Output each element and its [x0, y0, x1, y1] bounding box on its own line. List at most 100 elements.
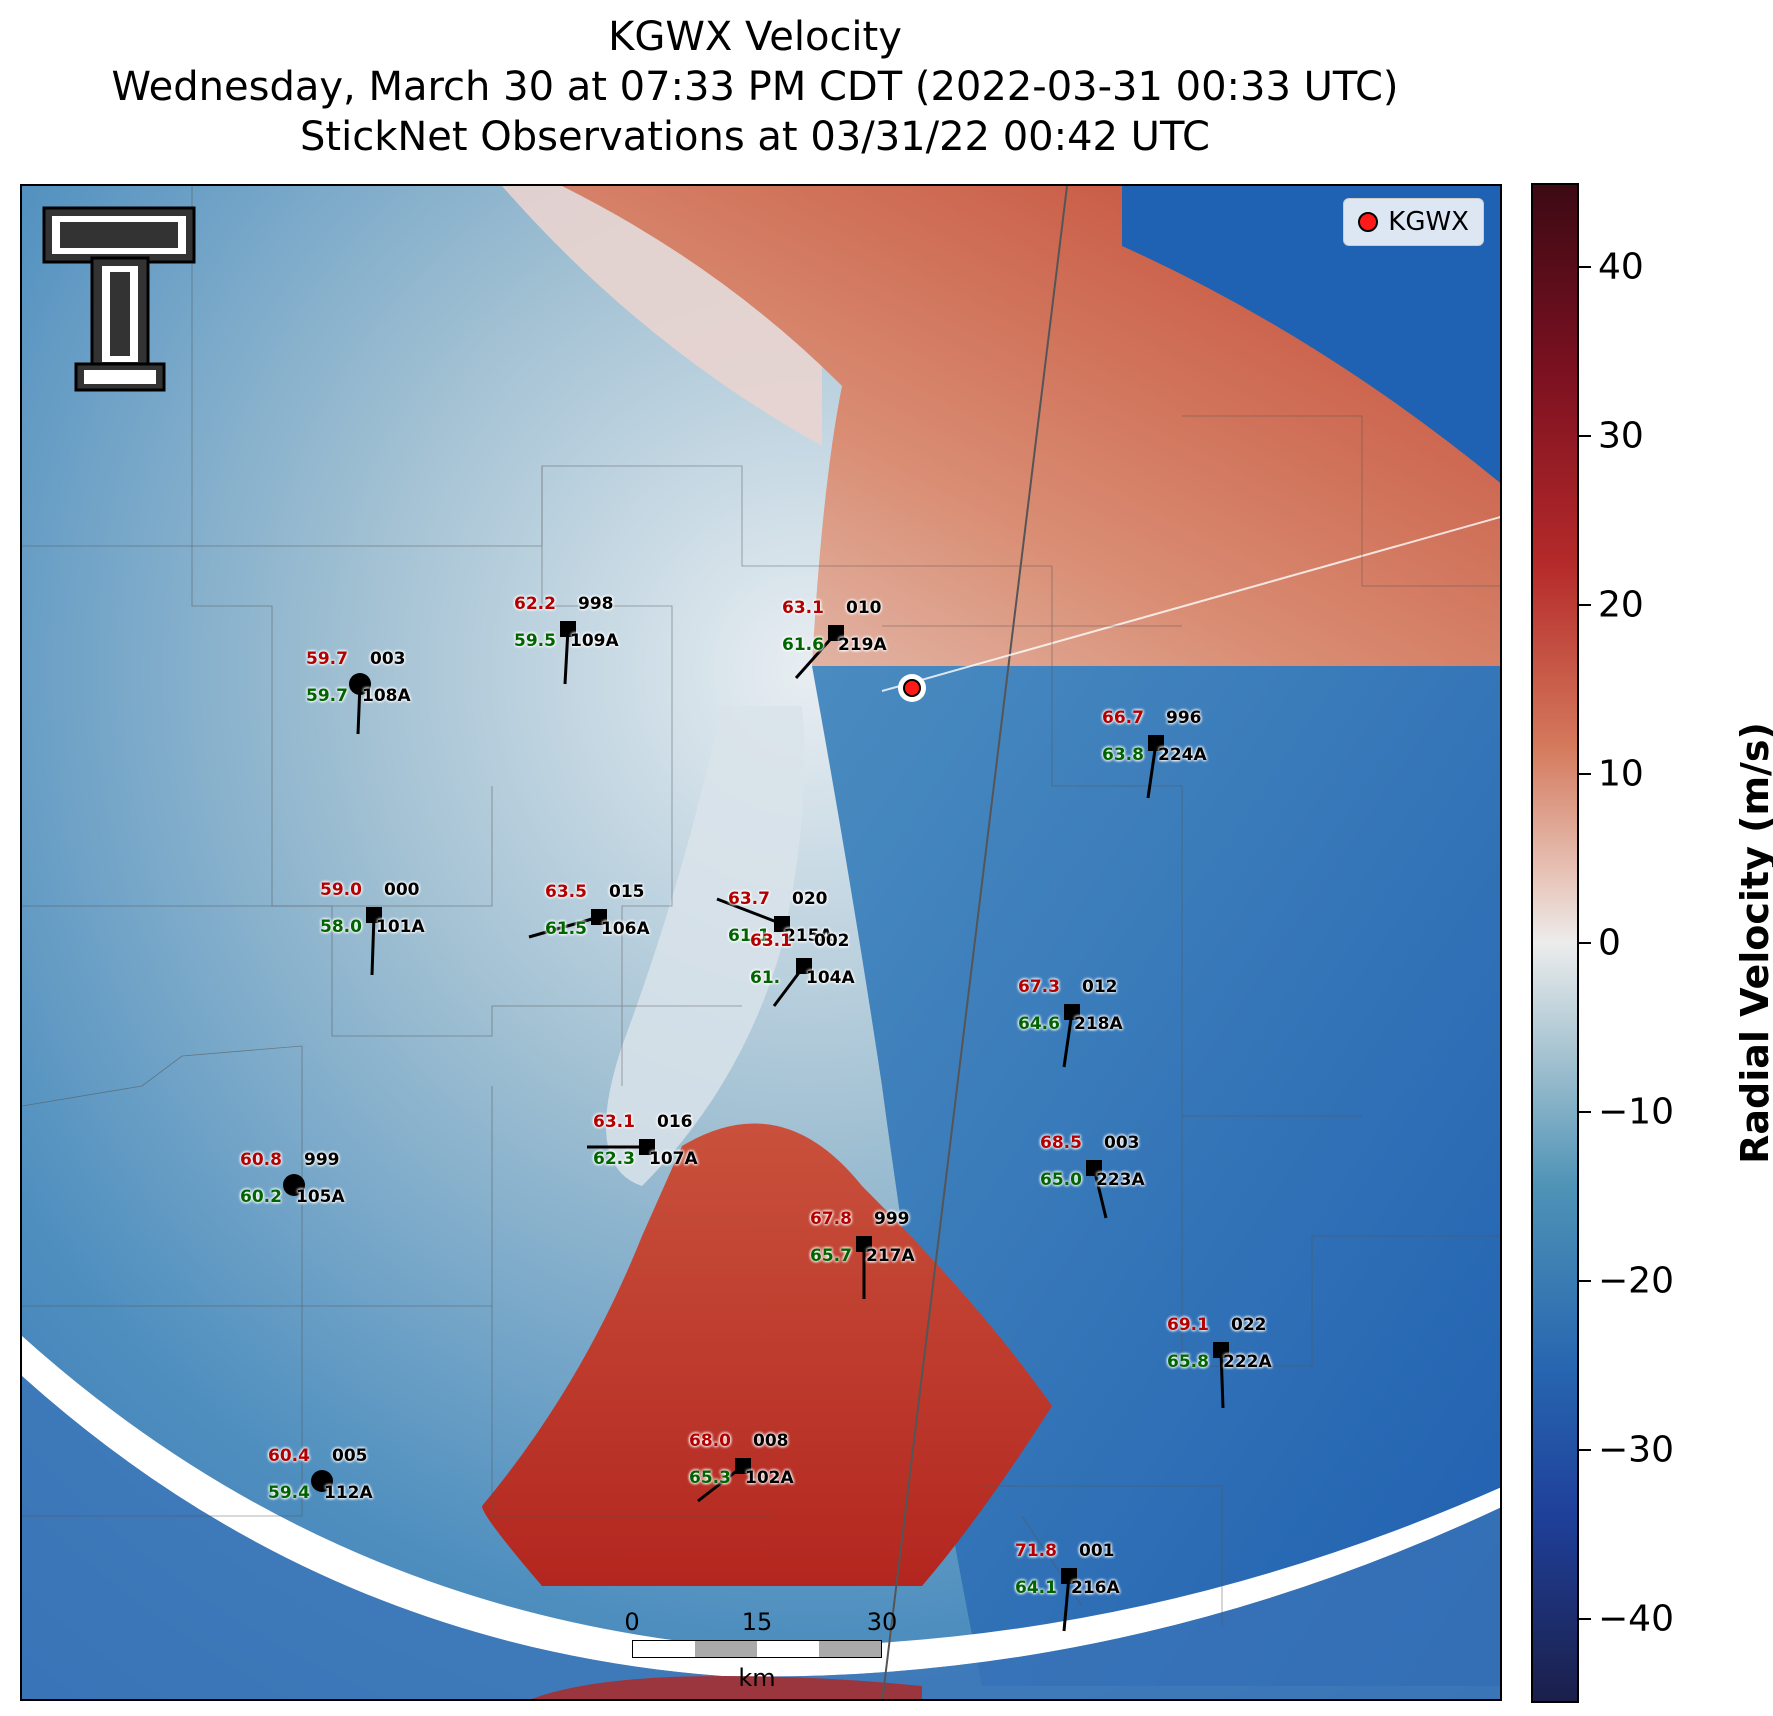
station-marker[interactable] — [639, 1139, 655, 1155]
wind-barb — [716, 897, 783, 926]
station-wind-speed: 005 — [332, 1446, 368, 1466]
station-marker[interactable] — [1148, 735, 1164, 751]
radar-map[interactable]: KGWX 59.7 003 59.7 108A 62.2 998 59.5 109A 63.1 0… — [20, 184, 1502, 1701]
station-temperature: 59.7 — [306, 649, 348, 669]
station-temperature: 71.8 — [1015, 1541, 1057, 1561]
station-dewpoint: 65.8 — [1167, 1352, 1209, 1372]
station-temperature: 63.7 — [728, 889, 770, 909]
station-id: 218A — [1074, 1014, 1123, 1034]
colorbar-tick-mark — [1579, 773, 1591, 776]
station-dewpoint: 59.7 — [306, 686, 348, 706]
station-wind-speed: 001 — [1079, 1541, 1115, 1561]
station-marker[interactable] — [1061, 1568, 1077, 1584]
colorbar-tick-label: −30 — [1598, 1429, 1674, 1471]
station-id: 215A — [784, 926, 833, 946]
distance-scale-bar: 0 15 30 km — [624, 1608, 897, 1692]
station-id: 109A — [570, 631, 619, 651]
colorbar-tick-mark — [1579, 266, 1591, 269]
station-wind-speed: 000 — [384, 880, 420, 900]
inbound-velocity-ne-corner — [1122, 186, 1500, 483]
station-marker[interactable] — [283, 1174, 305, 1196]
colorbar-tick-label: −40 — [1598, 1598, 1674, 1640]
station-wind-speed: 996 — [1166, 708, 1202, 728]
title-line-3: StickNet Observations at 03/31/22 00:42 … — [300, 114, 1210, 160]
station-temperature: 68.5 — [1040, 1133, 1082, 1153]
title-line-2: Wednesday, March 30 at 07:33 PM CDT (202… — [111, 64, 1399, 110]
station-id: 102A — [745, 1468, 794, 1488]
station-temperature: 67.3 — [1018, 977, 1060, 997]
station-dewpoint: 65.3 — [689, 1468, 731, 1488]
station-temperature: 60.8 — [240, 1150, 282, 1170]
station-id: 104A — [806, 968, 855, 988]
scale-tick-0: 0 — [624, 1608, 640, 1636]
scale-unit: km — [738, 1664, 776, 1692]
station-marker[interactable] — [1064, 1004, 1080, 1020]
legend-label: KGWX — [1388, 207, 1469, 237]
colorbar-tick-label: 0 — [1598, 922, 1621, 964]
colorbar-tick-mark — [1579, 1617, 1591, 1620]
station-marker[interactable] — [856, 1236, 872, 1252]
station-wind-speed: 010 — [846, 598, 882, 618]
station-dewpoint: 63.8 — [1102, 745, 1144, 765]
near-zero-velocity-band — [606, 706, 805, 1186]
scale-bar-segments — [632, 1640, 882, 1658]
wind-barb — [1219, 1349, 1225, 1409]
station-dewpoint: 65.0 — [1040, 1170, 1082, 1190]
station-wind-speed: 012 — [1082, 977, 1118, 997]
station-dewpoint: 61. — [750, 968, 781, 988]
station-marker[interactable] — [828, 625, 844, 641]
colorbar-tick-mark — [1579, 1110, 1591, 1113]
colorbar-tick-mark — [1579, 435, 1591, 438]
station-dewpoint: 61.1 — [728, 926, 770, 946]
station-id: 107A — [649, 1149, 698, 1169]
station-temperature: 62.2 — [514, 594, 556, 614]
wind-barb — [1062, 1575, 1071, 1632]
station-marker[interactable] — [311, 1470, 333, 1492]
county-boundaries — [22, 186, 1500, 1626]
station-marker[interactable] — [349, 673, 371, 695]
station-dewpoint: 61.6 — [782, 635, 824, 655]
colorbar-tick-mark — [1579, 1448, 1591, 1451]
station-temperature: 63.1 — [750, 931, 792, 951]
wind-barb — [563, 628, 570, 685]
far-range-outbound — [531, 1676, 922, 1699]
station-marker[interactable] — [1086, 1160, 1102, 1176]
station-id: 219A — [838, 635, 887, 655]
station-dewpoint: 62.3 — [593, 1149, 635, 1169]
station-marker[interactable] — [560, 621, 576, 637]
station-marker[interactable] — [366, 907, 382, 923]
station-marker[interactable] — [735, 1458, 751, 1474]
station-wind-speed: 020 — [792, 889, 828, 909]
colorbar-tick-label: −20 — [1598, 1260, 1674, 1302]
station-marker[interactable] — [796, 958, 812, 974]
texas-tech-logo — [40, 204, 200, 398]
colorbar-tick-label: 30 — [1598, 415, 1644, 457]
station-marker[interactable] — [774, 916, 790, 932]
colorbar-tick-label: −10 — [1598, 1091, 1674, 1133]
station-dewpoint: 61.5 — [545, 919, 587, 939]
radar-velocity-field — [22, 186, 1500, 1699]
radar-artifact-spike — [881, 516, 1500, 692]
station-wind-speed: 002 — [814, 931, 850, 951]
station-wind-speed: 022 — [1231, 1315, 1267, 1335]
kgwx-radar-site[interactable] — [903, 679, 921, 697]
colorbar-tick-label: 10 — [1598, 753, 1644, 795]
station-id: 101A — [376, 917, 425, 937]
station-temperature: 63.1 — [782, 598, 824, 618]
station-wind-speed: 003 — [1104, 1133, 1140, 1153]
colorbar-tick-label: 40 — [1598, 246, 1644, 288]
station-id: 112A — [324, 1483, 373, 1503]
station-temperature: 60.4 — [268, 1446, 310, 1466]
wind-barb — [370, 914, 376, 976]
map-legend: KGWX — [1343, 198, 1484, 246]
state-border-line — [881, 186, 1068, 1699]
station-id: 105A — [296, 1187, 345, 1207]
station-id: 222A — [1223, 1352, 1272, 1372]
colorbar-tick-mark — [1579, 1279, 1591, 1282]
station-marker[interactable] — [1213, 1342, 1229, 1358]
far-range-data — [22, 1376, 1500, 1699]
station-dewpoint: 64.1 — [1015, 1578, 1057, 1598]
station-marker[interactable] — [591, 909, 607, 925]
colorbar — [1531, 183, 1579, 1703]
station-wind-speed: 008 — [753, 1431, 789, 1451]
